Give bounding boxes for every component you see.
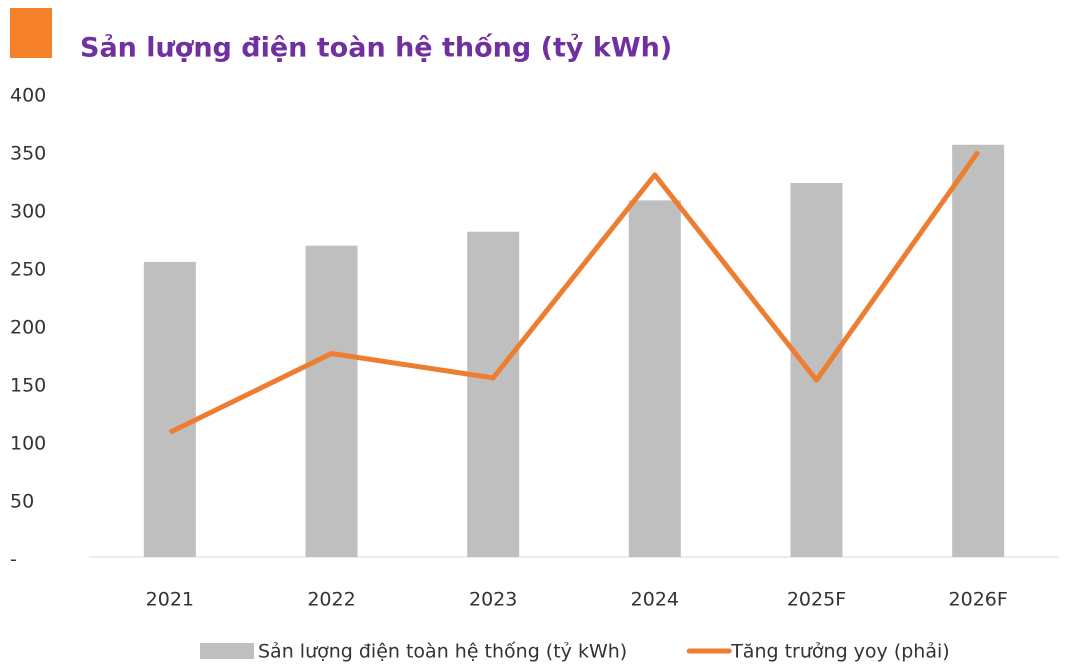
y-tick-label: 300 [10, 201, 46, 223]
x-tick-label: 2023 [469, 589, 517, 611]
y-tick-label: - [10, 549, 17, 571]
legend-label: Tăng trưởng yoy (phải) [730, 641, 949, 663]
bar [790, 183, 843, 557]
title-badge [10, 8, 52, 58]
x-tick-label: 2025F [787, 589, 846, 611]
y-tick-label: 400 [10, 85, 46, 107]
line [168, 150, 981, 435]
x-tick-label: 2024 [631, 589, 679, 611]
bar [305, 245, 358, 557]
x-tick-label: 2026F [949, 589, 1008, 611]
legend-label: Sản lượng điện toàn hệ thống (tỷ kWh) [258, 641, 627, 663]
bar [143, 261, 196, 557]
y-tick-label: 350 [10, 143, 46, 165]
y-tick-label: 50 [10, 491, 34, 513]
bar [628, 200, 681, 557]
x-tick-label: 2021 [146, 589, 194, 611]
legend-swatch [200, 643, 254, 659]
bar [467, 231, 520, 557]
y-tick-label: 250 [10, 259, 46, 281]
y-tick-label: 100 [10, 433, 46, 455]
y-tick-label: 200 [10, 317, 46, 339]
chart-title: Sản lượng điện toàn hệ thống (tỷ kWh) [80, 33, 672, 64]
x-tick-label: 2022 [307, 589, 355, 611]
y-tick-label: 150 [10, 375, 46, 397]
bar [952, 144, 1005, 557]
